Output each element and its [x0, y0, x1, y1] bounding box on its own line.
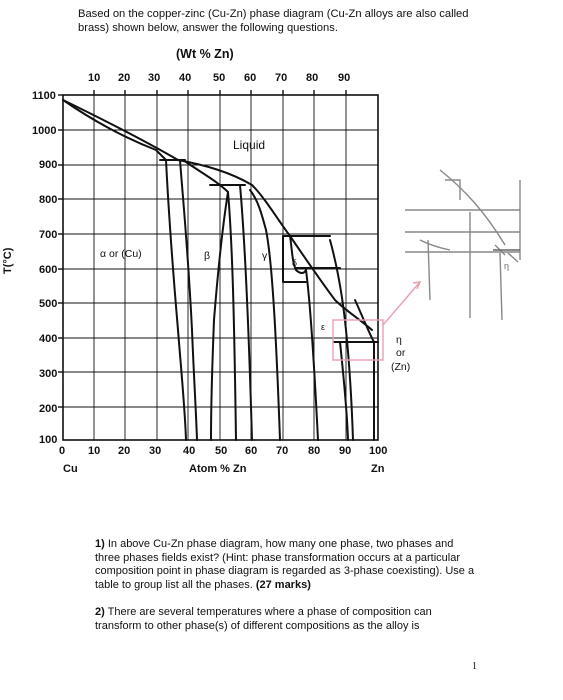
beta-right-boundary	[182, 159, 229, 441]
beta-left-boundary	[179, 159, 198, 441]
liquidus-line	[62, 99, 179, 161]
bottom-tick: 20	[118, 445, 131, 457]
eta-or-label: or	[396, 347, 406, 359]
epsilon-solvus	[339, 341, 349, 441]
zoom-arrow	[382, 281, 421, 326]
top-tick: 50	[213, 72, 226, 84]
top-tick: 30	[148, 72, 161, 84]
top-tick: 60	[244, 72, 257, 84]
alpha-boundary	[165, 159, 187, 441]
question-1-marks: (27 marks)	[255, 578, 311, 591]
cu-label: Cu	[63, 463, 78, 475]
zoom-eta-label: η	[504, 261, 510, 271]
bottom-tick: 50	[215, 445, 228, 457]
y-tick: 200	[39, 403, 58, 415]
y-tick: 700	[39, 229, 58, 241]
question-2-number: 2)	[95, 606, 105, 618]
delta-region	[289, 235, 307, 274]
gamma-liquidus-seg	[249, 189, 267, 231]
gamma-label: γ	[262, 250, 268, 262]
page-number: 1	[472, 661, 477, 672]
y-tick: 1000	[32, 125, 57, 137]
beta-label: β	[204, 250, 211, 262]
zn-label: Zn	[371, 463, 385, 475]
top-tick: 80	[306, 72, 319, 84]
bottom-tick: 90	[339, 445, 352, 457]
x-axis-label: Atom % Zn	[189, 463, 247, 475]
phase-boundaries	[62, 99, 379, 441]
bottom-tick: 40	[183, 445, 196, 457]
bottom-tick: 10	[88, 445, 101, 457]
bottom-tick: 70	[276, 445, 289, 457]
y-tick: 500	[39, 298, 58, 310]
highlight-box	[332, 319, 384, 361]
y-tick: 900	[39, 159, 58, 171]
zoom-sketch	[405, 169, 521, 321]
bottom-tick: 0	[59, 445, 66, 457]
question-1: 1) In above Cu-Zn phase diagram, how man…	[95, 538, 480, 592]
question-2-text: There are several temperatures where a p…	[95, 606, 432, 632]
question-1-text: In above Cu-Zn phase diagram, how many o…	[95, 538, 475, 591]
question-1-number: 1)	[95, 538, 105, 550]
y-tick: 800	[39, 194, 58, 206]
zoom-arrow-head	[412, 281, 422, 290]
y-tick: 400	[39, 333, 58, 345]
top-tick: 70	[275, 72, 288, 84]
eta-label: η	[396, 334, 402, 346]
epsilon-right-boundary	[329, 239, 354, 441]
delta-box	[282, 235, 307, 283]
solidus-line	[62, 99, 167, 161]
y-tick: 300	[39, 368, 58, 380]
top-tick: 10	[88, 72, 101, 84]
liquid-label: Liquid	[233, 138, 266, 152]
bottom-tick: 80	[308, 445, 321, 457]
top-axis-label: (Wt % Zn)	[176, 47, 234, 61]
alpha-label: α or (Cu)	[100, 248, 142, 260]
gamma-left-boundary	[239, 184, 253, 441]
bottom-tick: 60	[245, 445, 258, 457]
epsilon-left-boundary	[305, 269, 319, 441]
gamma-right-boundary	[265, 229, 281, 441]
zn-phase-label: (Zn)	[391, 361, 411, 373]
top-tick: 90	[338, 72, 351, 84]
bottom-tick: 30	[149, 445, 162, 457]
top-tick: 20	[118, 72, 131, 84]
y-tick: 600	[39, 264, 58, 276]
intro-text: Based on the copper-zinc (Cu-Zn) phase d…	[78, 8, 469, 34]
question-2: 2) There are several temperatures where …	[95, 606, 480, 633]
y-tick: 100	[39, 434, 58, 446]
beta-gamma-boundary	[227, 191, 237, 441]
eta-liquidus	[354, 299, 375, 343]
bottom-tick: 100	[369, 445, 388, 457]
epsilon-label: ε	[321, 322, 326, 332]
y-tick: 1100	[32, 90, 56, 102]
delta-label: δ	[292, 258, 298, 268]
top-tick: 40	[179, 72, 192, 84]
